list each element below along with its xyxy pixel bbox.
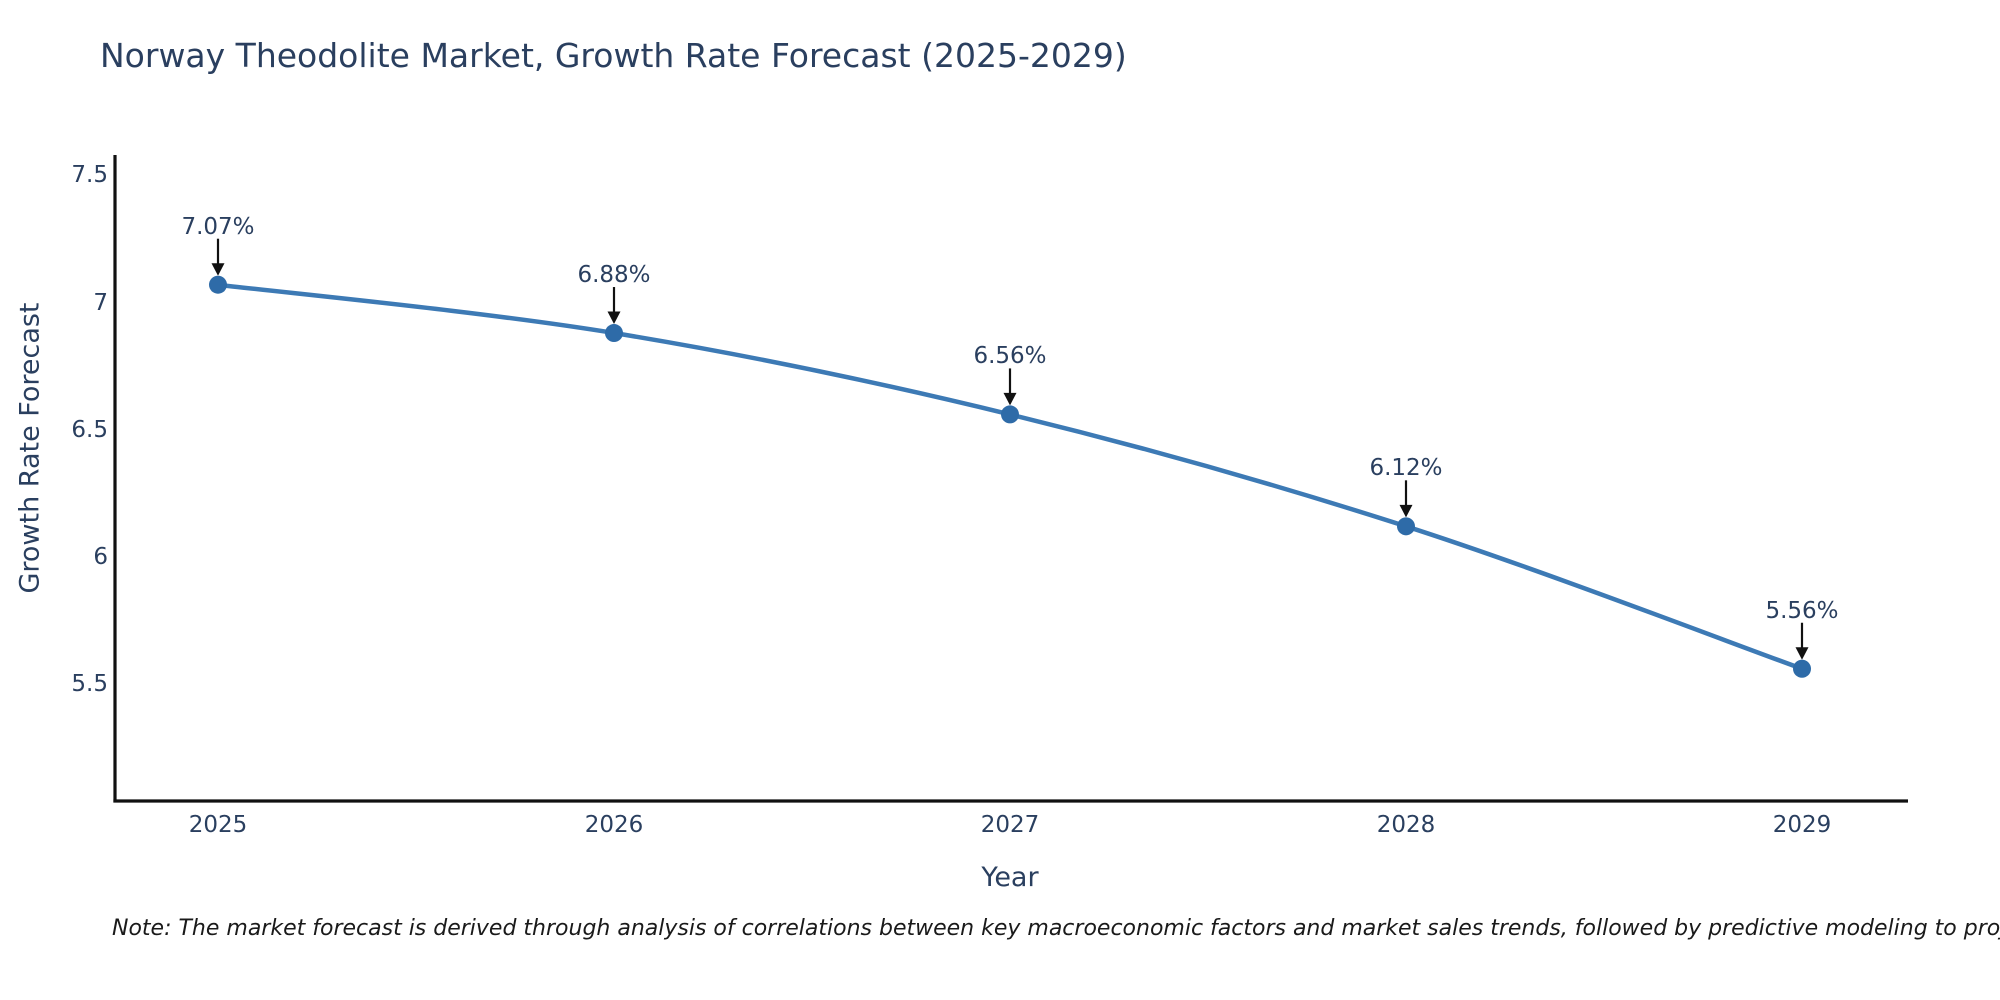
point-value-label: 6.56%	[973, 343, 1047, 370]
annotation-arrow-head	[1003, 392, 1017, 406]
trend-line	[215, 282, 1805, 671]
data-point-marker	[605, 324, 623, 343]
x-tick-label: 2027	[980, 812, 1040, 838]
annotation-arrow-head	[1399, 504, 1413, 518]
annotation-arrow-head	[211, 263, 225, 276]
annotation-arrow-head	[607, 311, 621, 325]
x-tick-label: 2028	[1376, 812, 1436, 838]
point-value-label: 7.07%	[181, 213, 255, 240]
x-tick-label: 2029	[1772, 812, 1832, 838]
data-point-marker	[209, 275, 227, 294]
y-tick-label: 6	[93, 543, 108, 570]
annotation-arrow-head	[1795, 647, 1809, 660]
y-tick-label: 6.5	[71, 416, 108, 443]
data-point-marker	[1397, 517, 1415, 536]
chart-title: Norway Theodolite Market, Growth Rate Fo…	[100, 36, 1127, 75]
y-tick-label: 7.5	[71, 162, 108, 189]
y-tick-label: 5.5	[71, 671, 108, 697]
point-value-label: 6.88%	[577, 262, 651, 289]
x-tick-label: 2026	[584, 812, 644, 838]
data-point-marker	[1793, 659, 1811, 678]
y-tick-label: 7	[93, 289, 108, 316]
point-value-label: 5.56%	[1765, 597, 1839, 624]
x-tick-label: 2025	[188, 812, 248, 838]
footnote-text: Note: The market forecast is derived thr…	[112, 916, 2000, 941]
data-point-marker	[1001, 405, 1019, 424]
point-value-label: 6.12%	[1369, 455, 1443, 482]
x-axis-title: Year	[981, 862, 1039, 893]
